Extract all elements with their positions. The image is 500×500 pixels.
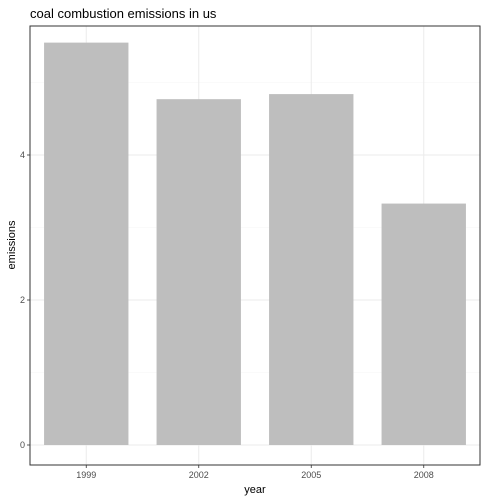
x-tick-label: 2002 (189, 470, 209, 480)
x-axis: 1999 2002 2005 2008 (76, 465, 434, 480)
y-tick-label: 4 (20, 150, 25, 160)
bar-2005 (269, 94, 354, 445)
y-axis-title: emissions (6, 220, 18, 269)
x-tick-label: 2008 (414, 470, 434, 480)
x-axis-title: year (244, 484, 266, 496)
x-tick-label: 2005 (301, 470, 321, 480)
x-tick-label: 1999 (76, 470, 96, 480)
y-tick-label: 0 (20, 440, 25, 450)
bar-1999 (44, 42, 129, 445)
bar-2008 (381, 203, 466, 445)
y-axis: 0 2 4 (20, 150, 30, 450)
chart-title: coal combustion emissions in us (30, 6, 217, 21)
bar-2002 (156, 99, 241, 446)
y-tick-label: 2 (20, 295, 25, 305)
bars (44, 42, 466, 446)
panel-border (29, 25, 481, 466)
